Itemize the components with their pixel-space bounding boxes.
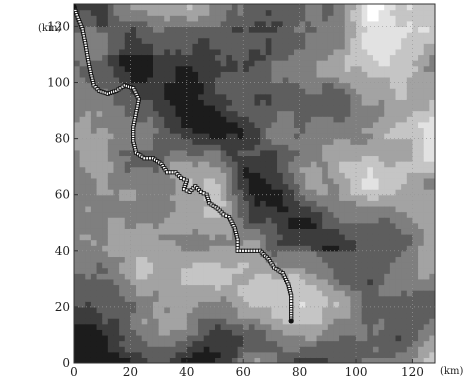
y-tick-label: 40 bbox=[55, 244, 70, 258]
y-tick-label: 80 bbox=[55, 132, 70, 146]
y-tick-label: 20 bbox=[55, 300, 70, 314]
x-tick-label: 60 bbox=[236, 365, 251, 379]
x-tick-label: 20 bbox=[123, 365, 138, 379]
y-tick-label: 0 bbox=[62, 356, 70, 370]
x-tick-label: 80 bbox=[292, 365, 307, 379]
y-axis-unit-label: (km) bbox=[38, 23, 61, 34]
x-tick-label: 120 bbox=[401, 365, 424, 379]
x-tick-label: 40 bbox=[179, 365, 194, 379]
terrain-elevation-raster bbox=[74, 4, 435, 363]
y-axis-ticks: 0 20 40 60 80 100 120 bbox=[47, 19, 78, 370]
y-tick-label: 60 bbox=[55, 188, 70, 202]
y-tick-label: 120 bbox=[47, 19, 70, 33]
x-tick-label: 100 bbox=[345, 365, 368, 379]
x-axis-ticks: 0 20 40 60 80 100 120 bbox=[70, 359, 424, 379]
plot-frame bbox=[73, 3, 436, 364]
x-tick-label: 0 bbox=[70, 365, 78, 379]
x-axis-unit-label: (km) bbox=[440, 366, 463, 377]
route-start-point bbox=[74, 4, 77, 10]
y-tick-label: 100 bbox=[47, 76, 70, 90]
route-waypoints bbox=[74, 4, 294, 324]
route-end-point bbox=[288, 318, 294, 324]
